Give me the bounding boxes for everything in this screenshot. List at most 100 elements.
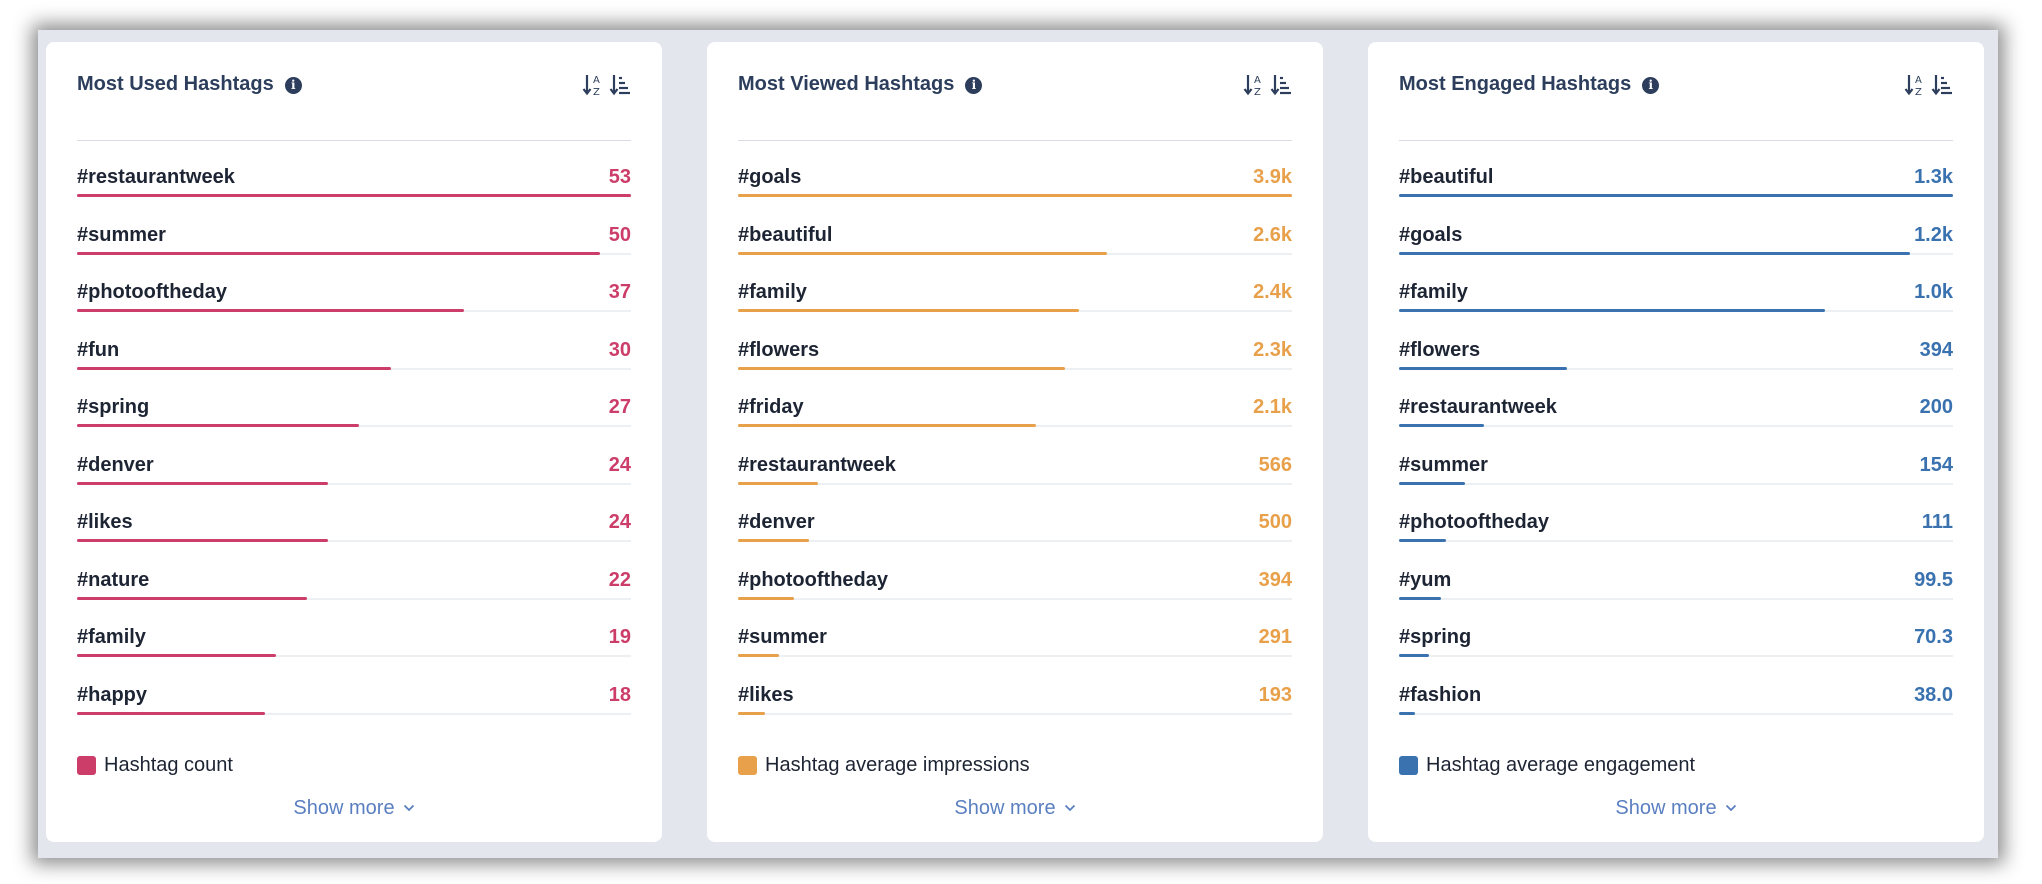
hashtag-label: #restaurantweek [1399,396,1557,418]
hashtag-label: #family [1399,281,1468,303]
bar-track [77,712,631,715]
legend-swatch [1399,756,1418,775]
hashtag-row: #likes 193 [738,684,1292,742]
hashtag-label: #goals [738,166,802,188]
hashtag-value: 19 [608,626,631,648]
hashtag-label: #goals [1399,223,1463,246]
hashtag-label: #spring [77,396,150,418]
hashtag-label: #fashion [1399,683,1482,706]
hashtag-value: 38.0 [1914,683,1953,706]
svg-text:A: A [593,75,600,86]
bar-track [738,597,1292,600]
hashtag-value: 18 [608,683,631,706]
hashtag-value: 291 [1258,626,1292,648]
dashboard-frame: Most Used Hashtags i A Z #r [38,30,1998,858]
hashtag-bar [77,711,266,715]
hashtag-bar [738,654,780,657]
sort-alpha-icon[interactable]: A Z [1243,72,1265,98]
hashtag-row: #restaurantweek 53 [77,166,631,224]
info-icon[interactable]: i [965,77,983,94]
legend-swatch [77,756,96,775]
legend: Hashtag average engagement [1399,754,1695,776]
hashtag-bar [1399,309,1826,312]
sort-value-icon[interactable] [1931,72,1953,98]
hashtag-bar [1399,194,1953,197]
panel-header: Most Viewed Hashtags i A Z [738,42,1292,141]
show-more-label: Show more [1615,797,1717,819]
hashtag-value: 22 [608,568,631,591]
sort-value-icon[interactable] [1270,72,1292,98]
hashtag-label: #beautiful [1399,166,1494,188]
bar-track [1399,712,1953,715]
hashtag-bar [77,194,631,197]
hashtag-row: #goals 3.9k [738,166,1292,224]
svg-text:A: A [1254,75,1261,86]
info-icon[interactable]: i [284,77,302,94]
hashtag-value: 30 [608,338,631,361]
panel-header: Most Engaged Hashtags i A Z [1399,42,1953,141]
hashtag-bar [738,596,794,600]
legend-swatch [738,756,757,775]
bar-track [1399,482,1953,485]
hashtag-label: #summer [738,626,827,648]
hashtag-label: #summer [1399,453,1488,476]
chevron-down-icon [1064,804,1075,812]
svg-text:Z: Z [593,87,600,98]
hashtag-label: #flowers [1399,338,1481,361]
hashtag-bar [1399,654,1429,657]
hashtag-label: #likes [738,683,794,706]
hashtag-row: #beautiful 1.3k [1399,166,1953,224]
chevron-down-icon [1725,804,1736,812]
bar-track [1399,540,1953,542]
hashtag-label: #happy [77,683,148,706]
hashtag-label: #restaurantweek [738,453,896,476]
legend-label: Hashtag average impressions [765,754,1030,776]
hashtag-value: 2.4k [1253,281,1292,303]
hashtag-bar [77,481,328,485]
show-more-button[interactable]: Show more [1368,797,1984,820]
hashtag-row: #summer 50 [77,224,631,282]
hashtag-label: #denver [77,453,154,476]
hashtag-row: #friday 2.1k [738,396,1292,454]
hashtag-bar [1399,366,1567,370]
hashtag-value: 70.3 [1914,626,1953,648]
hashtag-bar [77,251,600,255]
hashtag-value: 500 [1258,511,1292,533]
hashtag-value: 2.3k [1253,338,1292,361]
hashtag-bar [738,251,1108,255]
sort-alpha-icon[interactable]: A Z [1904,72,1926,98]
show-more-button[interactable]: Show more [707,797,1323,820]
hashtag-value: 24 [608,511,631,533]
panel-most-engaged: Most Engaged Hashtags i A Z [1368,42,1984,842]
hashtag-value: 111 [1921,511,1953,533]
hashtag-row: #restaurantweek 566 [738,454,1292,512]
hashtag-row: #family 1.0k [1399,281,1953,339]
hashtag-row: #fashion 38.0 [1399,684,1953,742]
hashtag-bar [738,424,1037,427]
hashtag-bar [1399,481,1465,485]
hashtag-bar [1399,711,1416,715]
hashtag-value: 37 [608,281,631,303]
hashtag-label: #summer [77,223,166,246]
hashtag-value: 1.2k [1914,223,1953,246]
hashtag-label: #family [77,626,146,648]
bar-track [1399,425,1953,427]
sort-value-icon[interactable] [609,72,631,98]
legend-label: Hashtag count [104,754,233,776]
hashtag-value: 200 [1919,396,1953,418]
show-more-button[interactable]: Show more [46,797,662,820]
panel-title: Most Viewed Hashtags [738,73,955,95]
hashtag-row: #photooftheday 111 [1399,511,1953,569]
hashtag-row: #fun 30 [77,339,631,397]
sort-controls: A Z [1238,72,1292,98]
hashtag-value: 566 [1258,453,1292,476]
hashtag-label: #beautiful [738,223,833,246]
chevron-down-icon [403,804,414,812]
sort-alpha-icon[interactable]: A Z [582,72,604,98]
hashtag-bar [738,194,1292,197]
bar-track [77,597,631,600]
hashtag-value: 193 [1258,683,1292,706]
hashtag-row: #denver 24 [77,454,631,512]
info-icon[interactable]: i [1642,77,1660,94]
show-more-label: Show more [954,797,1056,819]
